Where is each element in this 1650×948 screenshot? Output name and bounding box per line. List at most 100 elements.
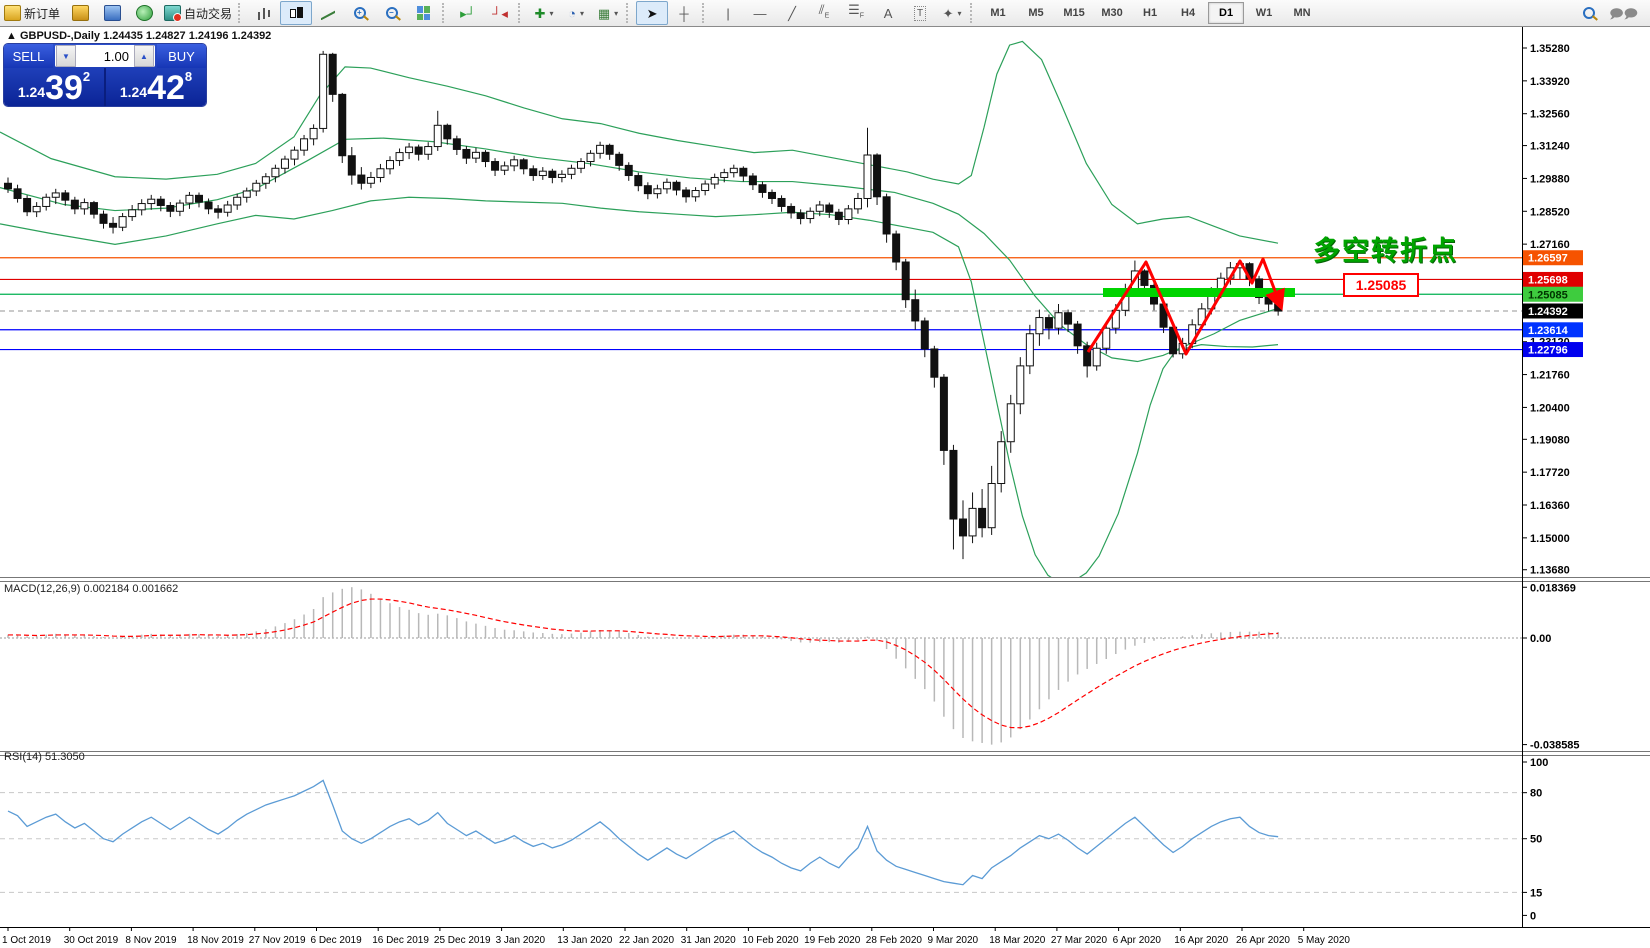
text-button[interactable]: A (872, 1, 904, 25)
autotrading-button[interactable]: 自动交易 (160, 1, 236, 25)
tab-timeframe-h1[interactable]: H1 (1143, 7, 1158, 19)
date-tick: 10 Feb 2020 (742, 935, 799, 946)
time-axis[interactable] (0, 928, 1522, 948)
tab-timeframe-m5[interactable]: M5 (1028, 7, 1044, 19)
svg-text:1.16360: 1.16360 (1530, 500, 1570, 512)
date-tick: 27 Nov 2019 (249, 935, 306, 946)
vertical-line-button[interactable]: | (712, 1, 744, 25)
date-tick: 6 Apr 2020 (1113, 935, 1162, 946)
main-toolbar: 新订单 自动交易 + − ▸┘ ┘◂ ✚ ▾ ◔ ▾ ▦ ▾ ➤ ┼ | — ╱ ⫽E… (0, 0, 1650, 27)
charts-window-button[interactable] (96, 1, 128, 25)
equidistant-channel-button[interactable]: ⫽E (808, 1, 840, 25)
arrows-button[interactable]: ✦ ▾ (942, 5, 962, 21)
signals-icon (135, 5, 153, 21)
svg-text:1.15000: 1.15000 (1530, 533, 1570, 545)
svg-text:1.27160: 1.27160 (1530, 239, 1570, 251)
date-tick: 30 Oct 2019 (64, 935, 119, 946)
line-chart-button[interactable] (312, 1, 344, 25)
price-axis[interactable] (1522, 27, 1650, 927)
tab-timeframe-m1[interactable]: M1 (990, 7, 1006, 19)
new-order-button[interactable]: 新订单 (0, 1, 64, 25)
price-label-1.25698: 1.25698 (1528, 274, 1568, 286)
date-tick: 28 Feb 2020 (866, 935, 923, 946)
collapse-icon[interactable]: ▲ (6, 30, 20, 42)
volume-increase-button[interactable]: ▲ (134, 45, 154, 67)
sell-price[interactable]: 1.24 39 2 (4, 68, 106, 106)
tab-timeframe-w1[interactable]: W1 (1255, 7, 1273, 19)
cursor-button[interactable]: ➤ (636, 1, 669, 25)
buy-price-big: 42 (147, 69, 185, 106)
indicators-button[interactable]: ✚ ▾ (534, 5, 554, 21)
chart-shift-button[interactable]: ┘◂ (484, 1, 516, 25)
horizontal-line-button[interactable]: — (744, 1, 776, 25)
buy-price[interactable]: 1.24 42 8 (106, 68, 206, 106)
zoom-in-icon: + (354, 7, 367, 19)
svg-text:1.33920: 1.33920 (1530, 76, 1570, 88)
date-tick: 5 May 2020 (1298, 935, 1351, 946)
date-tick: 27 Mar 2020 (1051, 935, 1108, 946)
fibonacci-icon: ☰F (848, 2, 864, 20)
arrows-icon: ✦ (942, 5, 954, 21)
indicators-icon: ✚ (534, 5, 546, 21)
trendline-button[interactable]: ╱ (776, 1, 808, 25)
buy-button[interactable]: BUY (157, 44, 206, 68)
volume-decrease-button[interactable]: ▼ (56, 45, 76, 67)
tile-windows-button[interactable] (408, 1, 440, 25)
auto-scroll-button[interactable]: ▸┘ (452, 1, 484, 25)
vertical-line-icon: | (726, 5, 730, 21)
svg-text:1.13680: 1.13680 (1530, 565, 1570, 577)
rsi-indicator-label: RSI(14) 51.3050 (4, 751, 85, 763)
date-tick: 26 Apr 2020 (1236, 935, 1290, 946)
bar-chart-icon (257, 6, 272, 20)
date-tick: 13 Jan 2020 (557, 935, 612, 946)
svg-text:1.32560: 1.32560 (1530, 109, 1570, 121)
tab-timeframe-h4[interactable]: H4 (1181, 7, 1196, 19)
tab-timeframe-mn[interactable]: MN (1293, 7, 1311, 19)
boxed-price-annotation[interactable]: 1.25085 (1343, 273, 1419, 297)
signals-button[interactable] (128, 1, 160, 25)
chat-button[interactable]: 🗩🗩 (1605, 1, 1642, 25)
fibonacci-button[interactable]: ☰F (840, 1, 872, 25)
price-label-1.25085: 1.25085 (1528, 289, 1568, 301)
svg-text:1.17720: 1.17720 (1530, 467, 1570, 479)
crosshair-button[interactable]: ┼ (668, 1, 700, 25)
tab-timeframe-m30[interactable]: M30 (1101, 7, 1123, 19)
sell-price-sup: 2 (82, 69, 91, 84)
sell-button[interactable]: SELL (4, 44, 53, 68)
date-tick: 31 Jan 2020 (681, 935, 736, 946)
one-click-trading-panel: SELL ▼ ▲ BUY 1.24 39 2 1.24 42 8 (4, 44, 206, 106)
tab-timeframe-d1[interactable]: D1 (1208, 2, 1245, 24)
autotrading-icon (164, 5, 183, 22)
periods-button[interactable]: ◔ ▾ (568, 5, 584, 21)
crosshair-icon: ┼ (679, 5, 689, 21)
bollinger-upper (0, 40, 1279, 244)
market-watch-button[interactable] (64, 1, 96, 25)
text-label-button[interactable]: T (904, 1, 936, 25)
autotrading-label: 自动交易 (184, 6, 233, 21)
equidistant-channel-icon: ⫽E (818, 2, 830, 20)
svg-text:1.21760: 1.21760 (1530, 370, 1570, 382)
candlestick-chart-button[interactable] (280, 1, 313, 25)
svg-text:1.31240: 1.31240 (1530, 141, 1570, 153)
zoom-out-button[interactable]: − (376, 1, 408, 25)
search-button[interactable] (1573, 1, 1605, 25)
price-label-1.23614: 1.23614 (1528, 325, 1569, 337)
turning-point-annotation[interactable]: 多空转折点 (1313, 236, 1458, 266)
auto-scroll-icon: ▸┘ (460, 5, 476, 21)
tab-timeframe-m15[interactable]: M15 (1063, 7, 1085, 19)
svg-text:0.018369: 0.018369 (1530, 582, 1576, 594)
buy-price-prefix: 1.24 (119, 84, 148, 100)
volume-input[interactable] (77, 47, 133, 65)
templates-button[interactable]: ▦ ▾ (597, 5, 619, 21)
text-icon: A (883, 5, 893, 21)
rsi-panel (0, 779, 1522, 893)
sell-price-big: 39 (45, 69, 83, 106)
chart-shift-icon: ┘◂ (492, 5, 508, 21)
price-label-1.22796: 1.22796 (1528, 345, 1568, 357)
date-tick: 18 Mar 2020 (989, 935, 1046, 946)
zoom-in-button[interactable]: + (344, 1, 376, 25)
bar-chart-button[interactable] (248, 1, 280, 25)
date-tick: 22 Jan 2020 (619, 935, 674, 946)
